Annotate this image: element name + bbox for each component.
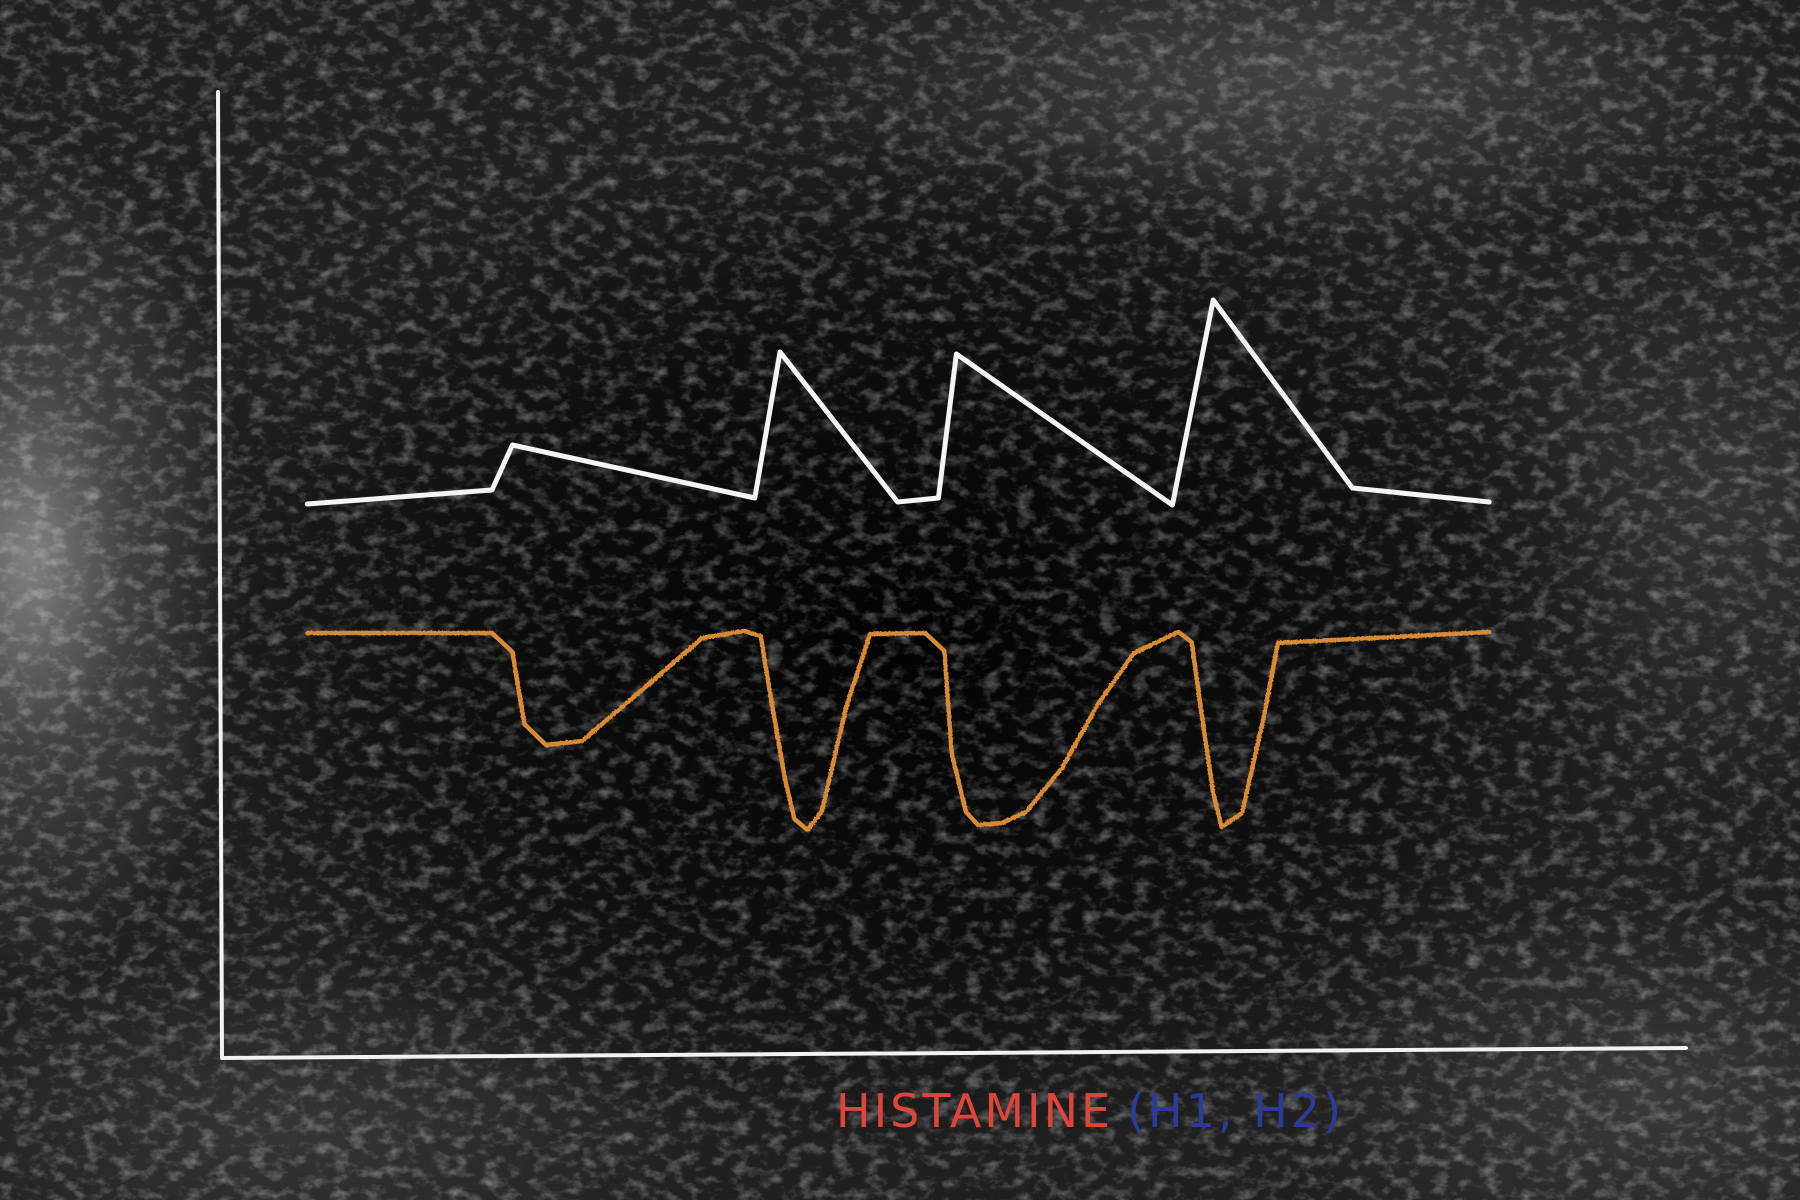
x-axis-label-detail: (H1, H2): [1127, 1084, 1344, 1138]
series-layer: [304, 297, 1492, 833]
series-1-line: [304, 297, 1492, 508]
x-axis-line: [220, 1046, 1688, 1060]
series-2-line: [304, 628, 1492, 833]
y-axis-line: [216, 90, 224, 1060]
x-axis-label-main: HISTAMINE: [836, 1084, 1114, 1138]
x-axis-label: HISTAMINE (H1, H2): [836, 1084, 1556, 1154]
